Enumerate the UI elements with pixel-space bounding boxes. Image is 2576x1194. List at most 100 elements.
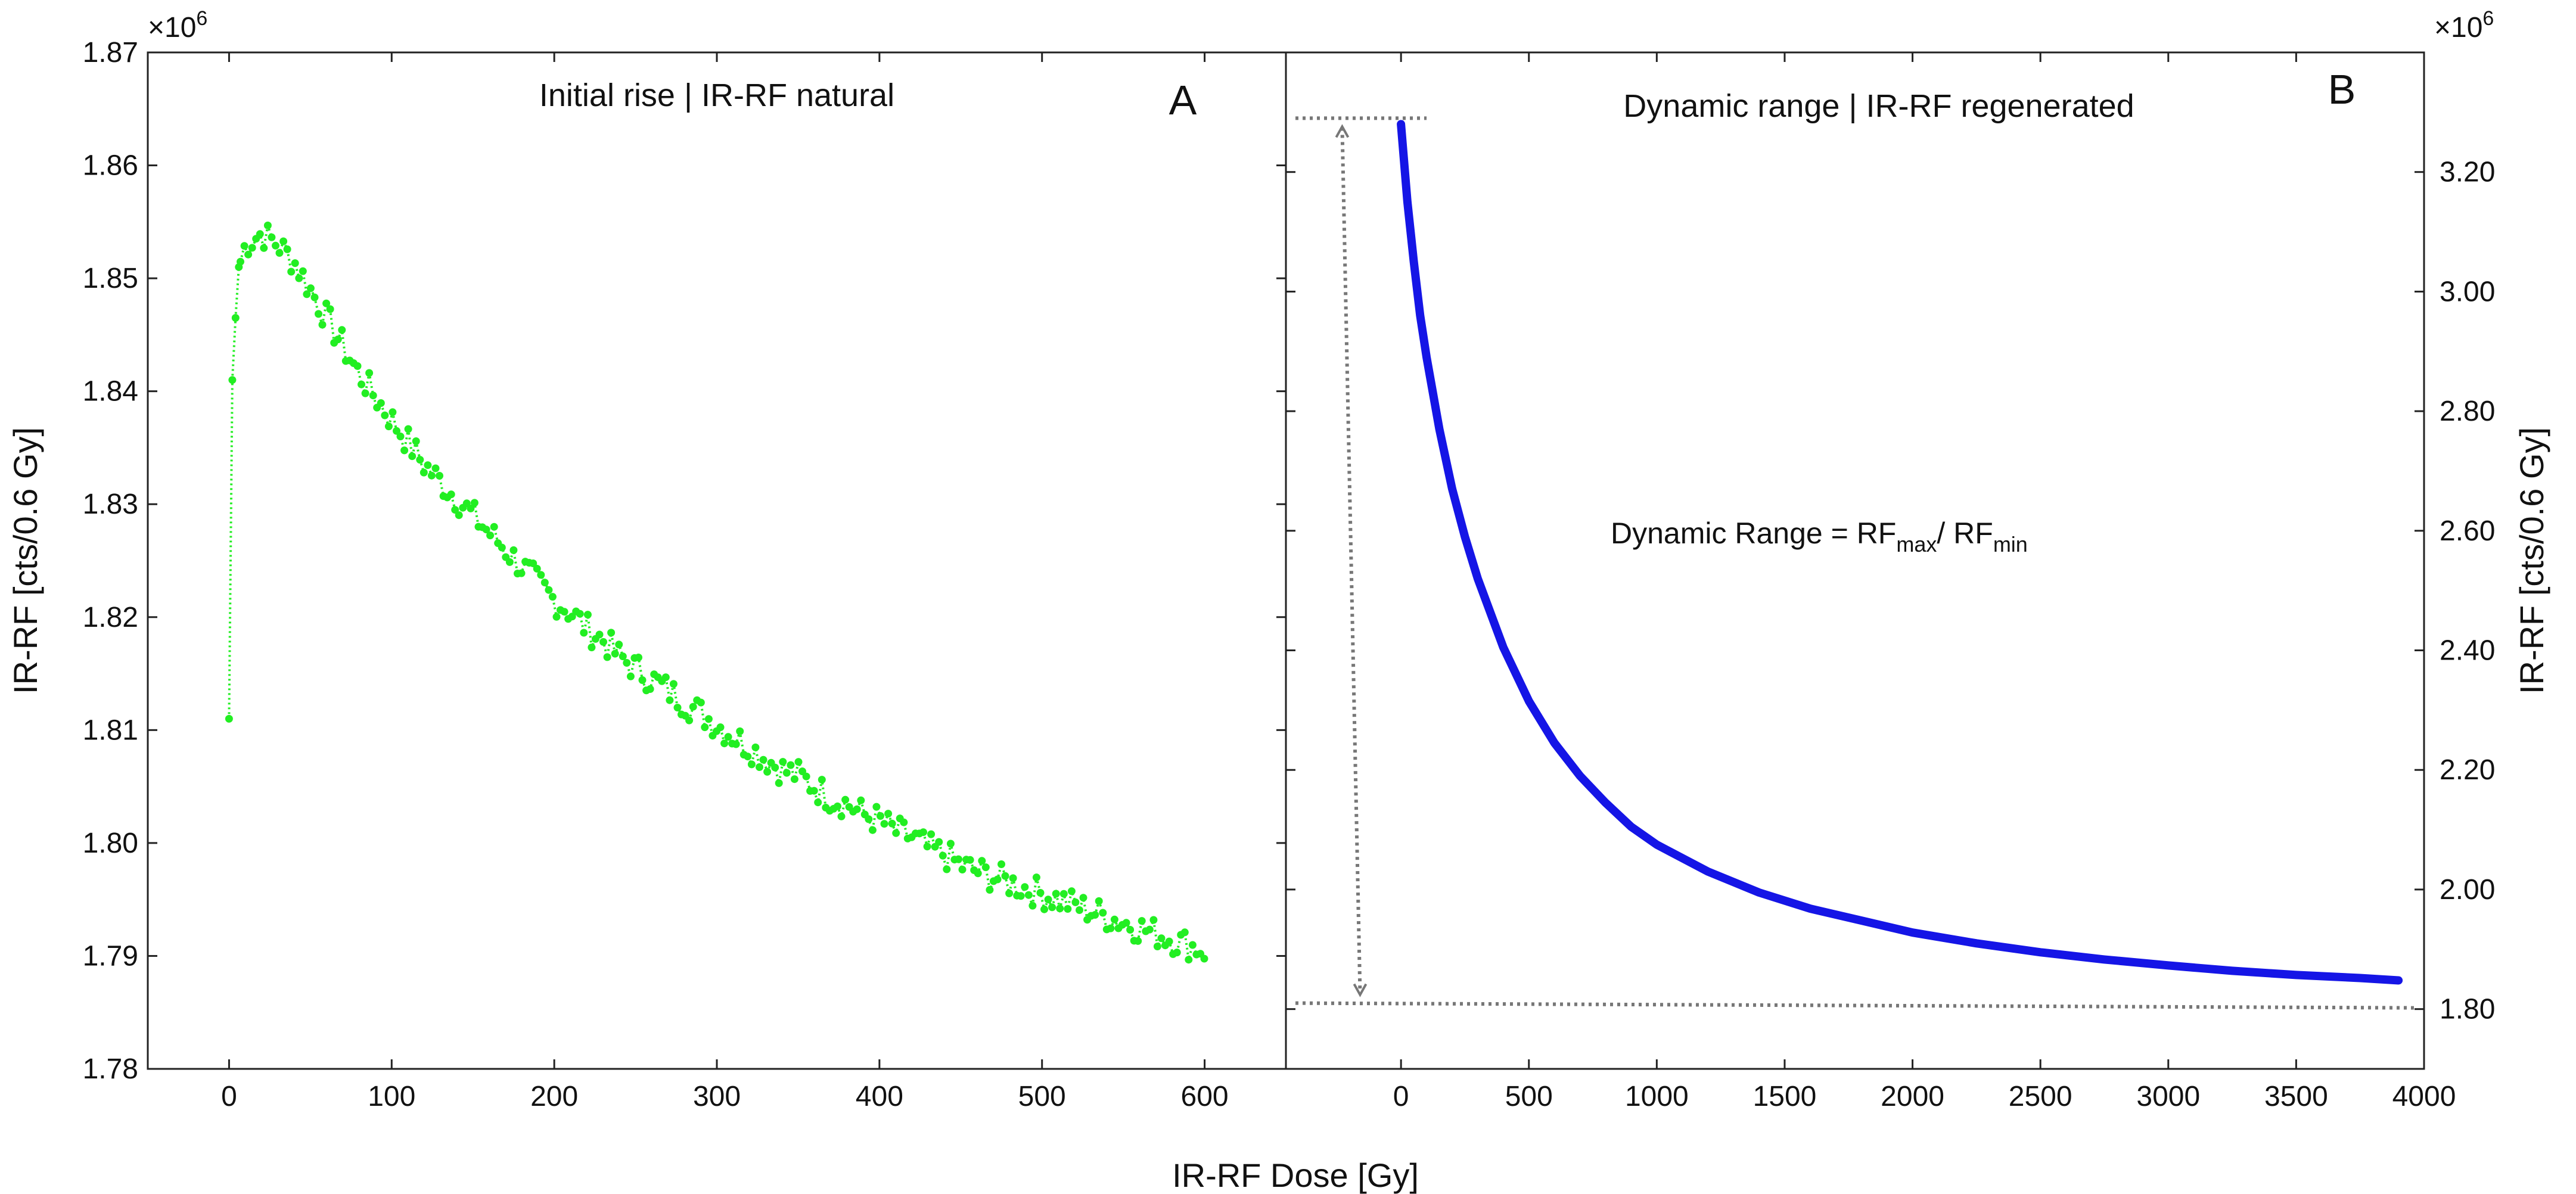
data-point (923, 842, 931, 851)
data-point (595, 630, 604, 639)
data-point (467, 504, 475, 512)
data-point (720, 739, 729, 748)
panel-a-letter: A (1169, 77, 1197, 123)
data-point (888, 819, 896, 828)
data-point (225, 714, 233, 723)
data-point (416, 456, 424, 464)
y-tick-label: 1.83 (83, 489, 138, 520)
data-point (1079, 894, 1087, 902)
data-point (1138, 917, 1146, 925)
data-point (412, 437, 420, 445)
data-point (365, 369, 374, 377)
data-point (318, 321, 327, 329)
data-point (283, 245, 291, 253)
data-point (580, 629, 588, 637)
data-point (1021, 883, 1029, 891)
data-point (1122, 919, 1130, 927)
data-point (814, 798, 822, 807)
data-point (1157, 934, 1166, 943)
data-point (1052, 890, 1060, 898)
data-point (1028, 901, 1037, 910)
data-point (1095, 897, 1103, 905)
data-point (779, 758, 787, 766)
panel-b-frame (1285, 51, 2425, 1070)
data-point (872, 803, 881, 811)
data-point (322, 299, 331, 307)
data-point (1005, 889, 1014, 897)
data-point (955, 855, 962, 863)
data-point (244, 250, 253, 259)
data-point (666, 696, 674, 704)
data-point (358, 380, 365, 388)
panel-b-title: Dynamic range | IR-RF regenerated (1623, 88, 2134, 124)
data-point (505, 558, 514, 566)
series-line-blue (1397, 120, 2403, 985)
data-point (228, 376, 237, 384)
data-point (635, 654, 642, 661)
data-point (1145, 925, 1154, 934)
data-point (697, 698, 705, 707)
data-point (334, 335, 342, 344)
data-point (451, 506, 459, 514)
data-point (818, 776, 826, 784)
dynamic-range-annotation: Dynamic Range = RFmax/ RFmin (1611, 517, 2028, 556)
data-point (747, 760, 756, 769)
data-point (310, 293, 319, 301)
series-line-green (228, 225, 1205, 960)
data-point (837, 812, 846, 820)
data-point (927, 830, 936, 838)
data-point (939, 851, 947, 860)
data-point (299, 267, 307, 275)
data-point (389, 408, 397, 416)
data-point (517, 569, 526, 577)
x-tick-label: 2500 (2009, 1081, 2072, 1112)
data-point (1059, 890, 1068, 898)
data-point (775, 779, 783, 787)
data-point (1200, 954, 1208, 963)
data-point (790, 775, 798, 783)
panel-b-ticks: 0 500 1000 1500 2000 2500 3000 3500 4000 1.80 2.00… (1286, 52, 2495, 1112)
data-point (1185, 956, 1193, 964)
data-point (877, 812, 884, 820)
data-point (545, 586, 553, 594)
data-point (237, 257, 244, 266)
data-point (802, 772, 810, 781)
x-tick-label: 100 (368, 1081, 415, 1112)
data-point (1107, 924, 1115, 932)
data-point (919, 828, 927, 837)
y-tick-label: 1.87 (83, 37, 138, 69)
data-point (400, 446, 409, 455)
data-point (1165, 937, 1173, 946)
data-point (548, 593, 557, 601)
data-point (841, 795, 850, 804)
data-point (1044, 896, 1052, 904)
x-tick-label: 3500 (2264, 1081, 2328, 1112)
y-tick-label: 2.60 (2440, 515, 2495, 547)
data-point (623, 659, 631, 667)
panel-a-ticks: 0 100 200 300 400 500 600 1.78 1.79 1.80 1.81 1.82 1… (83, 37, 1286, 1112)
data-point (1036, 889, 1045, 897)
data-point (1032, 873, 1040, 882)
data-point (303, 290, 311, 298)
data-point (424, 461, 432, 469)
data-point (509, 546, 518, 554)
x-tick-label: 600 (1181, 1081, 1229, 1112)
data-point (751, 743, 760, 751)
data-point (1110, 915, 1118, 924)
data-point (607, 629, 616, 637)
data-point (1067, 887, 1076, 896)
rf-min-guide (1295, 1001, 2417, 1010)
data-point (248, 244, 256, 252)
data-point (974, 869, 982, 878)
data-point (263, 221, 272, 229)
data-point (361, 389, 369, 397)
y-tick-label: 3.00 (2440, 276, 2495, 307)
y-tick-label: 2.20 (2440, 754, 2495, 786)
x-tick-label: 1000 (1625, 1081, 1689, 1112)
y-tick-label: 1.80 (83, 828, 138, 859)
data-point (724, 733, 732, 741)
data-point (900, 818, 908, 826)
data-point (470, 499, 478, 507)
data-point (865, 815, 873, 823)
panel-a-title: Initial rise | IR-RF natural (539, 77, 894, 113)
